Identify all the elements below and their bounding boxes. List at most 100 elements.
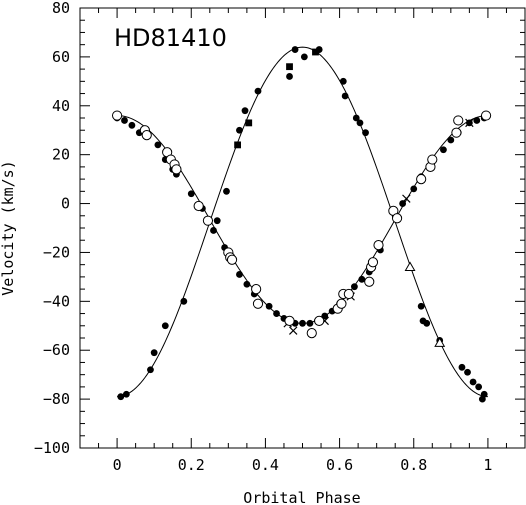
- data-point-filled-circle: [117, 393, 125, 401]
- data-point-filled-circle: [122, 390, 130, 398]
- data-point-filled-circle: [241, 107, 249, 115]
- fit-curve-secondary-orbit-fit: [117, 115, 488, 324]
- data-point-filled-circle: [128, 121, 136, 129]
- y-tick-label: 40: [52, 97, 70, 115]
- data-point-open-circle: [364, 276, 375, 287]
- data-point-filled-circle: [154, 141, 162, 149]
- fit-curve-primary-orbit-fit: [117, 46, 488, 398]
- x-tick-label: 0: [113, 456, 122, 474]
- data-point-filled-circle: [236, 271, 243, 278]
- data-point-open-circle: [373, 240, 384, 251]
- data-point-filled-circle: [341, 92, 349, 100]
- y-tick-label: 20: [52, 146, 70, 164]
- data-point-open-circle: [367, 257, 379, 268]
- data-point-filled-circle: [440, 146, 447, 154]
- tick-labels: 0 0.2 0.4 0.6 0.8 1 −100 −80 −60 −40 −20 0 20 40 60 80: [34, 0, 493, 474]
- data-point-filled-square: [245, 119, 253, 127]
- data-point-filled-circle: [223, 187, 230, 195]
- data-point-filled-circle: [473, 117, 481, 124]
- data-point-filled-square: [234, 141, 242, 149]
- data-point-open-circle: [480, 110, 492, 121]
- data-point-open-circle: [252, 298, 264, 309]
- y-tick-label: −60: [43, 341, 70, 359]
- data-point-filled-circle: [265, 302, 273, 310]
- data-point-filled-circle: [362, 129, 369, 137]
- x-tick-label: 0.2: [178, 456, 205, 474]
- y-tick-label: −20: [43, 243, 70, 261]
- x-axis-title: Orbital Phase: [243, 489, 360, 505]
- data-point-cross: [465, 118, 474, 128]
- y-axis-title: Velocity (km/s): [0, 160, 17, 295]
- data-point-filled-circle: [273, 310, 280, 317]
- data-point-open-circle: [416, 174, 427, 185]
- data-point-filled-circle: [356, 119, 364, 127]
- fit-curves: [117, 46, 488, 398]
- data-point-open-triangle: [434, 337, 446, 347]
- data-point-filled-square: [312, 48, 319, 56]
- data-point-filled-circle: [210, 227, 217, 234]
- data-point-open-circle: [171, 164, 182, 175]
- data-point-open-circle: [226, 254, 238, 265]
- data-point-filled-circle: [286, 73, 293, 80]
- data-point-filled-circle: [299, 319, 306, 327]
- data-point-open-circle: [391, 213, 403, 224]
- data-point-filled-circle: [417, 302, 425, 310]
- data-point-filled-circle: [161, 322, 169, 330]
- data-point-filled-circle: [254, 87, 262, 95]
- data-point-filled-circle: [180, 297, 188, 305]
- data-point-open-circle: [314, 315, 325, 326]
- data-point-filled-circle: [469, 378, 477, 386]
- data-point-filled-square: [286, 63, 293, 71]
- data-point-open-circle: [111, 110, 123, 121]
- plot-border: [79, 7, 526, 449]
- data-point-filled-circle: [291, 46, 299, 53]
- data-point-filled-circle: [358, 275, 366, 283]
- data-point-cross: [402, 194, 411, 203]
- data-point-filled-circle: [300, 53, 308, 61]
- plot-frame: [79, 7, 526, 449]
- data-point-filled-circle: [352, 114, 360, 122]
- plot-title: HD81410: [114, 24, 227, 52]
- data-point-filled-circle: [410, 185, 418, 193]
- y-tick-label: −80: [43, 390, 70, 408]
- data-points: [111, 46, 492, 403]
- y-tick-label: 0: [61, 195, 70, 213]
- data-point-filled-circle: [339, 77, 347, 85]
- data-point-filled-circle: [351, 283, 358, 291]
- x-tick-label: 0.6: [326, 456, 353, 474]
- y-tick-label: 80: [52, 0, 70, 17]
- y-tick-label: −100: [34, 439, 70, 457]
- data-point-open-circle: [193, 200, 204, 212]
- data-point-filled-circle: [121, 117, 128, 124]
- data-point-open-circle: [202, 215, 214, 226]
- data-point-filled-circle: [306, 319, 314, 327]
- data-point-open-circle: [453, 115, 464, 126]
- data-point-filled-circle: [243, 280, 251, 288]
- x-tick-label: 0.8: [400, 456, 427, 474]
- data-point-open-circle: [336, 298, 347, 309]
- data-point-filled-circle: [213, 217, 221, 225]
- data-point-open-circle: [284, 315, 295, 326]
- data-point-open-circle: [251, 284, 262, 295]
- data-point-open-circle: [306, 328, 317, 339]
- data-point-open-circle: [343, 288, 354, 300]
- y-tick-label: −40: [43, 292, 70, 310]
- x-tick-label: 0.4: [252, 456, 279, 474]
- data-point-open-circle: [141, 130, 152, 141]
- y-tick-label: 60: [52, 48, 70, 66]
- data-point-open-circle: [451, 127, 462, 138]
- x-tick-label: 1: [483, 456, 492, 474]
- data-point-filled-circle: [187, 190, 195, 198]
- data-point-open-triangle: [404, 261, 416, 272]
- data-point-filled-circle: [447, 136, 455, 144]
- data-point-filled-circle: [478, 395, 486, 403]
- axis-ticks: [80, 7, 525, 449]
- data-point-filled-circle: [150, 349, 158, 357]
- data-point-filled-circle: [458, 363, 466, 371]
- data-point-filled-circle: [399, 200, 407, 207]
- data-point-filled-circle: [464, 368, 471, 376]
- data-point-filled-circle: [423, 319, 431, 327]
- data-point-filled-circle: [475, 383, 483, 391]
